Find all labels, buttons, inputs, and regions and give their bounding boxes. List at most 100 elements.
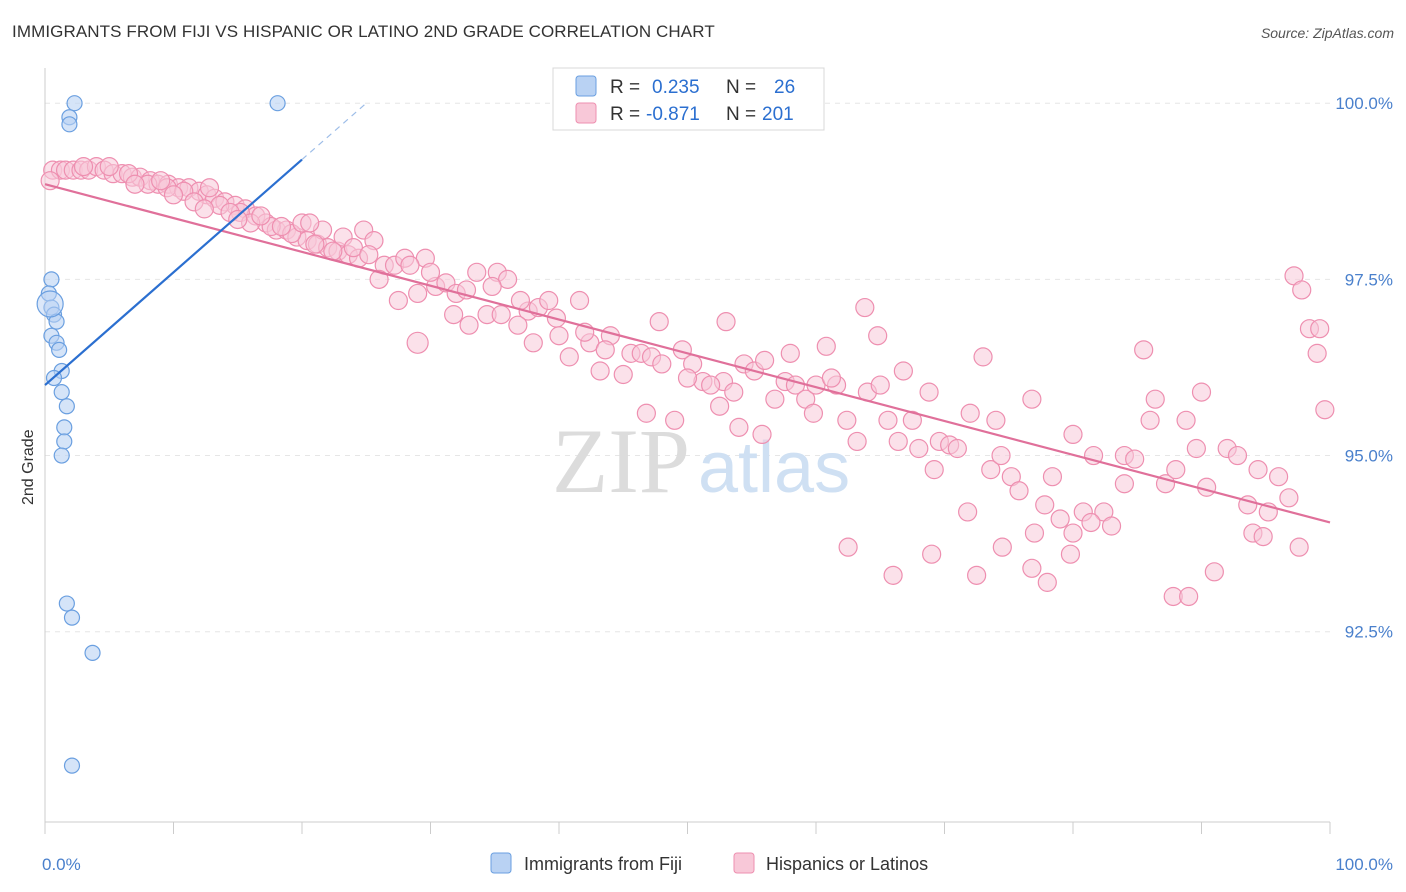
hispanics-point-144	[765, 389, 785, 409]
hispanics-point-179	[838, 537, 858, 557]
hispanics-point-98	[1042, 467, 1063, 487]
hispanics-point-95	[991, 445, 1011, 466]
axes	[44, 68, 1331, 834]
hispanics-point-56	[467, 262, 487, 282]
hispanics-point-111	[1248, 460, 1268, 480]
hispanics-point-150	[868, 326, 888, 346]
hispanics-point-127	[491, 305, 511, 325]
hispanics-point-119	[1292, 280, 1312, 300]
fiji-point-1	[269, 95, 286, 112]
y-tick-label-3: 92.5%	[1345, 623, 1393, 642]
hispanics-point-192	[163, 185, 184, 205]
hispanics-point-191	[125, 174, 145, 194]
hispanics-point-163	[1050, 509, 1070, 529]
hispanics-point-182	[967, 565, 987, 585]
hispanics-point-166	[1081, 512, 1101, 533]
hispanics-point-178	[1268, 467, 1289, 487]
hispanics-point-189	[73, 157, 94, 177]
legend-r-label-hispanics: R =	[610, 104, 640, 125]
legend-swatch-fiji	[575, 75, 597, 97]
hispanics-point-133	[595, 340, 615, 360]
x-tick-labels: 0.0% 100.0%	[42, 855, 1393, 874]
y-axis-label: 2nd Grade	[20, 429, 37, 505]
bottom-legend-label-hispanics: Hispanics or Latinos	[766, 854, 928, 874]
x-tick-label-max: 100.0%	[1335, 855, 1393, 874]
fiji-point-0	[66, 95, 83, 112]
hispanics-point-89	[888, 431, 908, 452]
hispanics-point-149	[855, 297, 875, 318]
hispanics-point-195	[251, 206, 271, 226]
hispanics-point-184	[1022, 558, 1042, 578]
hispanics-point-142	[729, 417, 749, 437]
fiji-point-15	[58, 398, 75, 415]
fiji-trend-line-extension	[301, 102, 367, 161]
y-tick-label-0: 100.0%	[1335, 94, 1393, 113]
hispanics-point-153	[902, 410, 922, 430]
hispanics-point-188	[99, 157, 119, 177]
legend-swatch-hispanics	[575, 102, 597, 124]
hispanics-point-99	[1063, 424, 1083, 445]
hispanics-point-90	[909, 438, 929, 459]
hispanics-point-137	[665, 410, 685, 430]
hispanics-point-199	[359, 245, 379, 265]
hispanics-point-66	[590, 361, 610, 381]
legend-r-value-fiji: 0.235	[652, 77, 700, 98]
hispanics-point-71	[652, 354, 672, 374]
hispanics-point-148	[821, 368, 842, 388]
hispanics-point-140	[710, 396, 730, 416]
hispanics-point-208	[151, 171, 171, 191]
hispanics-point-76	[724, 382, 744, 402]
hispanics-point-196	[271, 216, 292, 237]
hispanics-point-157	[958, 502, 978, 522]
hispanics-point-181	[922, 544, 942, 564]
hispanics-point-139	[701, 375, 721, 395]
hispanics-point-201	[420, 262, 441, 282]
y-tick-label-2: 95.0%	[1345, 447, 1393, 466]
hispanics-point-180	[883, 565, 903, 585]
hispanics-point-103	[1125, 449, 1145, 469]
hispanics-point-129	[523, 333, 543, 353]
watermark: ZIP atlas	[552, 410, 850, 512]
hispanics-point-123	[388, 290, 408, 311]
fiji-point-21	[84, 644, 101, 661]
hispanics-point-169	[1140, 410, 1160, 430]
fiji-point-18	[53, 447, 70, 464]
stats-legend: R = 0.235 N = 26 R = -0.871 N = 201	[552, 67, 825, 131]
x-tick-label-min: 0.0%	[42, 855, 81, 874]
hispanics-point-193	[194, 199, 214, 219]
hispanics-point-107	[1186, 438, 1206, 459]
hispanics-point-122	[369, 269, 389, 289]
hispanics-point-63	[549, 326, 569, 346]
hispanics-point-175	[1227, 445, 1248, 466]
chart-source: Source: ZipAtlas.com	[1260, 25, 1394, 41]
hispanics-point-205	[305, 234, 325, 254]
hispanics-point-125	[444, 305, 464, 325]
fiji-point-20	[63, 609, 81, 626]
hispanics-point-151	[870, 375, 890, 395]
hispanics-point-79	[754, 350, 775, 371]
hispanics-point-128	[508, 315, 528, 335]
legend-n-label-hispanics: N =	[726, 104, 756, 125]
fiji-point-large	[36, 290, 64, 318]
hispanics-point-116	[1310, 319, 1330, 339]
hispanics-point-104	[1145, 389, 1165, 409]
hispanics-point-136	[649, 312, 669, 332]
hispanics-point-146	[803, 403, 824, 423]
legend-r-label-fiji: R =	[610, 77, 640, 98]
hispanics-point-164	[1060, 544, 1081, 564]
fiji-point-3	[61, 116, 78, 133]
hispanics-point-207	[199, 178, 220, 198]
hispanics-point-114	[1289, 537, 1309, 557]
watermark-atlas: atlas	[698, 428, 850, 508]
fiji-point-16	[56, 419, 73, 436]
fiji-point-11	[51, 341, 68, 358]
hispanics-point-183	[992, 537, 1012, 557]
hispanics-point-206	[228, 209, 248, 230]
hispanics-point-185	[1037, 572, 1057, 592]
hispanics-point-143	[752, 424, 772, 445]
hispanics-trend-line	[44, 183, 1331, 524]
hispanics-point-97	[1022, 389, 1042, 409]
hispanics-point-155	[924, 460, 944, 480]
bottom-legend-swatch-hispanics	[733, 852, 755, 874]
